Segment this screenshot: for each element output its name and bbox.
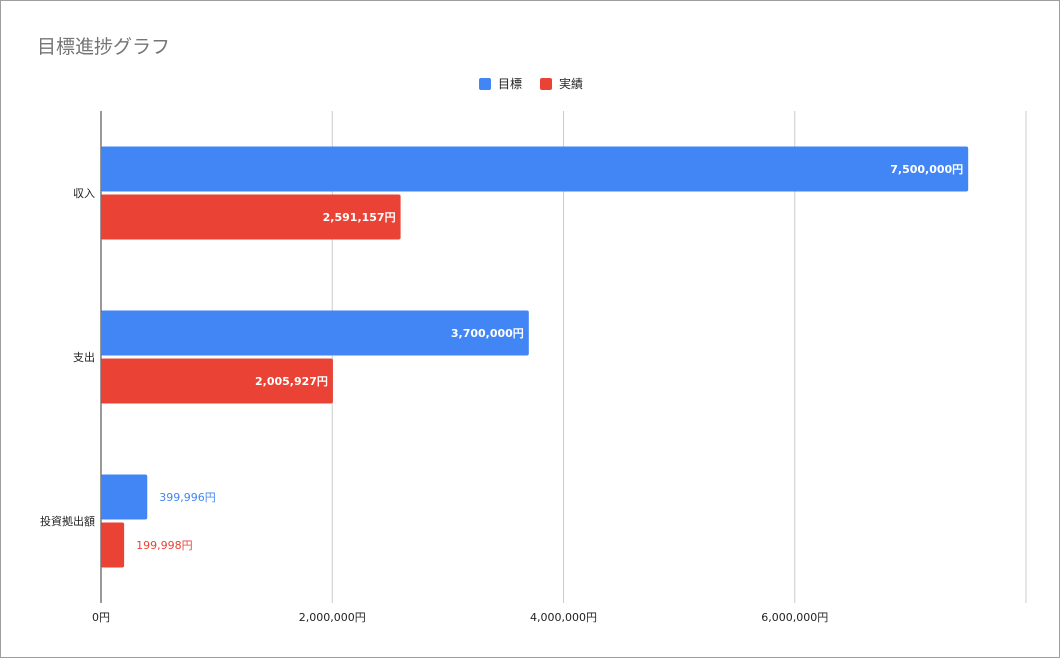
category-label: 投資拠出額 xyxy=(40,514,95,528)
legend-label-target: 目標 xyxy=(497,77,522,91)
category-label: 収入 xyxy=(73,187,95,200)
legend-item-target[interactable]: 目標 xyxy=(478,75,522,92)
bar xyxy=(101,522,125,568)
bar xyxy=(101,310,529,356)
bar xyxy=(101,358,333,404)
chart-title: 目標進捗グラフ xyxy=(37,36,171,58)
data-label: 399,996円 xyxy=(159,491,216,504)
data-label: 3,700,000円 xyxy=(451,327,524,340)
x-tick-label: 0円 xyxy=(92,611,110,624)
chart-legend: 目標 実績 xyxy=(1,75,1060,92)
legend-label-actual: 実績 xyxy=(559,77,584,91)
legend-swatch-actual xyxy=(540,77,552,90)
x-tick-label: 4,000,000円 xyxy=(530,611,597,624)
category-label: 支出 xyxy=(73,350,95,364)
data-label: 2,591,157円 xyxy=(323,211,396,224)
legend-swatch-target xyxy=(478,77,491,90)
data-label: 7,500,000円 xyxy=(890,163,963,176)
bar xyxy=(101,194,401,240)
x-tick-label: 2,000,000円 xyxy=(299,611,366,624)
bar xyxy=(101,146,969,192)
legend-item-actual[interactable]: 実績 xyxy=(540,75,583,92)
data-label: 199,998円 xyxy=(136,539,193,552)
x-tick-label: 6,000,000円 xyxy=(761,611,828,624)
data-label: 2,005,927円 xyxy=(255,375,328,388)
bar xyxy=(101,474,148,520)
